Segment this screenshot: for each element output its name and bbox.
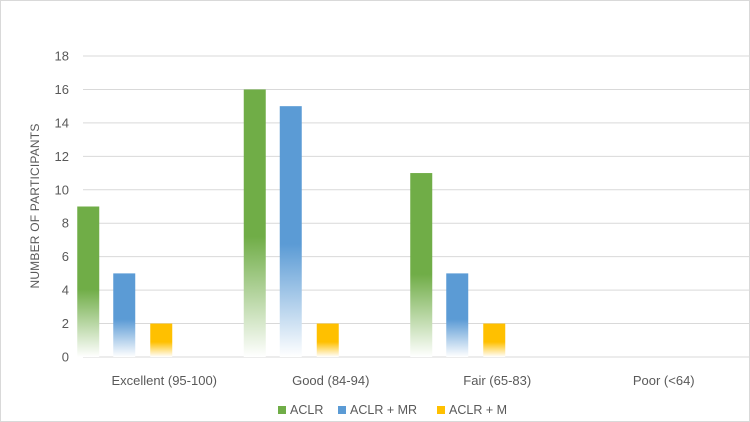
y-axis-title: NUMBER OF PARTICIPANTS [28, 123, 42, 288]
y-tick-label: 16 [55, 82, 69, 97]
x-tick-label: Fair (65-83) [463, 373, 531, 388]
bar-aclr-m-0 [150, 323, 173, 357]
bar-aclr-m-1 [316, 323, 339, 357]
legend-swatch [278, 406, 286, 414]
bar-aclr-mr-1 [279, 106, 302, 358]
y-tick-label: 18 [55, 49, 69, 64]
x-tick-label: Excellent (95-100) [112, 373, 218, 388]
bar-aclr-mr-2 [446, 273, 469, 357]
y-tick-label: 2 [62, 316, 69, 331]
legend: ACLR ACLR + MR ACLR + M [278, 403, 507, 417]
legend-label: ACLR + MR [350, 403, 417, 417]
bar-aclr-2 [410, 173, 433, 357]
y-tick-label: 8 [62, 216, 69, 231]
y-tick-label: 14 [55, 115, 69, 130]
x-axis-ticks: Excellent (95-100) Good (84-94) Fair (65-8… [112, 373, 695, 388]
legend-label: ACLR + M [449, 403, 507, 417]
bar-aclr-0 [77, 206, 100, 357]
legend-swatch [338, 406, 346, 414]
y-tick-label: 4 [62, 283, 69, 298]
legend-swatch [437, 406, 445, 414]
y-tick-label: 10 [55, 182, 69, 197]
x-tick-label: Good (84-94) [292, 373, 369, 388]
bars [77, 89, 506, 358]
bar-aclr-mr-0 [113, 273, 136, 357]
x-tick-label: Poor (<64) [633, 373, 695, 388]
y-tick-label: 12 [55, 149, 69, 164]
legend-label: ACLR [290, 403, 323, 417]
y-tick-label: 6 [62, 249, 69, 264]
bar-aclr-1 [243, 89, 266, 357]
bar-aclr-m-2 [483, 323, 506, 357]
y-axis-ticks: 0 2 4 6 8 10 12 14 16 18 [55, 49, 69, 365]
y-tick-label: 0 [62, 350, 69, 365]
